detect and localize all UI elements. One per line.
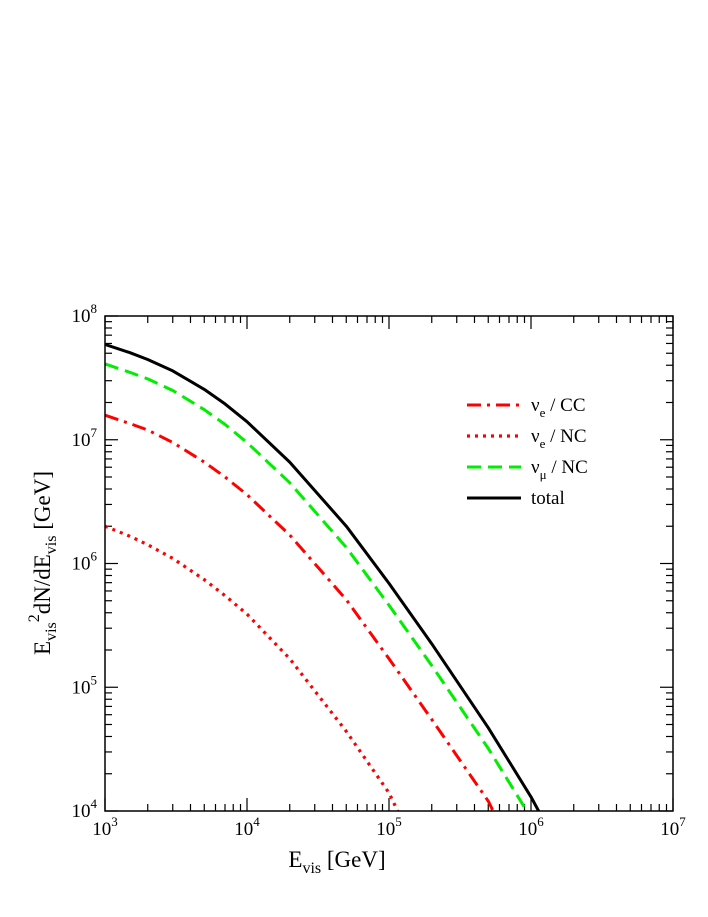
series-line--e-cc [105, 413, 495, 811]
y-tick-label: 106 [72, 549, 98, 575]
axis-ticks [104, 315, 674, 812]
y-tick-label: 104 [72, 796, 98, 822]
x-tick-label: 103 [92, 814, 118, 840]
series-line--nc [105, 362, 529, 811]
x-tick-label: 105 [376, 814, 402, 840]
legend-label: total [531, 488, 565, 509]
legend-label: νe / CC [531, 395, 586, 420]
x-tick-label: 107 [660, 814, 686, 840]
y-axis-label: Evis2dN/dEvis [GeV] [26, 471, 60, 655]
x-tick-label: 106 [518, 814, 544, 840]
x-axis-label: Evis [GeV] [288, 847, 385, 877]
y-tick-label: 105 [72, 672, 98, 698]
legend-label: νμ / NC [531, 457, 588, 482]
series-lines [105, 342, 541, 811]
y-tick-label: 107 [72, 425, 98, 451]
legend-label: νe / NC [531, 426, 587, 451]
y-tick-label: 108 [72, 301, 98, 327]
series-line-total [105, 342, 541, 811]
legend: νe / CC νe / NC νμ / NC total [467, 395, 588, 509]
series-line--e-nc [105, 524, 400, 811]
x-tick-label: 104 [234, 814, 260, 840]
plot-frame [104, 315, 674, 812]
